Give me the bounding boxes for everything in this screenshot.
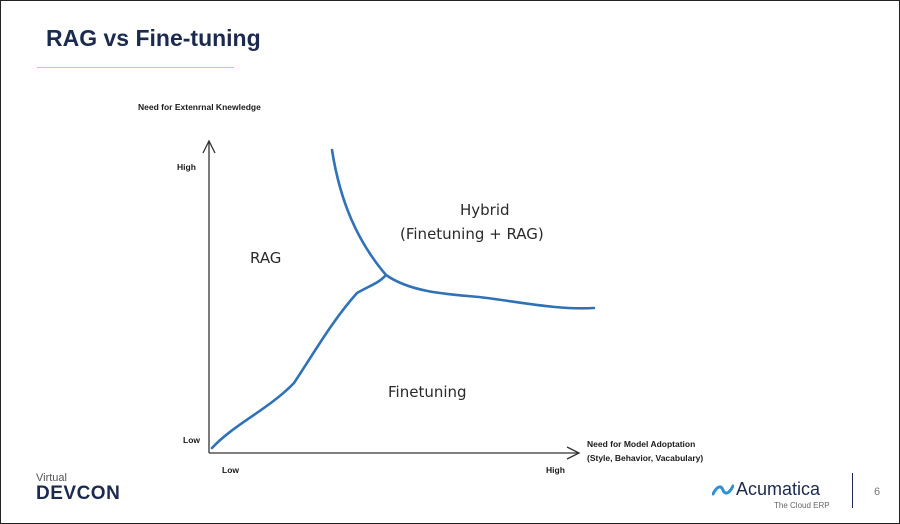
brand-name: Acumatica <box>736 479 821 499</box>
region-label-hybrid-detail: (Finetuning + RAG) <box>400 225 544 243</box>
y-axis-low-label: Low <box>183 435 200 445</box>
region-label-rag: RAG <box>250 249 281 267</box>
region-label-hybrid: Hybrid <box>460 201 510 219</box>
x-axis-title-line1: Need for Model Adoptation <box>587 439 695 449</box>
slide-title: RAG vs Fine-tuning <box>46 25 261 51</box>
boundary-curve-lower <box>210 273 388 450</box>
y-axis-high-label: High <box>177 162 196 172</box>
y-axis-title: Need for Extenrnal Knewledge <box>138 102 261 112</box>
title-underline <box>37 67 234 68</box>
x-axis-high-label: High <box>546 465 565 475</box>
event-logo: DEVCON <box>36 483 121 504</box>
y-axis-arrowhead <box>202 139 216 154</box>
brand-tagline: The Cloud ERP <box>774 501 830 510</box>
event-prefix: Virtual <box>36 472 67 484</box>
boundary-curve-upper <box>330 148 388 277</box>
page-number: 6 <box>874 486 881 498</box>
boundary-curve-right <box>384 273 596 310</box>
footer-divider <box>852 473 853 508</box>
region-label-finetuning: Finetuning <box>388 383 467 401</box>
x-axis-title-line2: (Style, Behavior, Vacabulary) <box>587 453 703 463</box>
x-axis-arrowhead <box>566 446 581 460</box>
x-axis-low-label: Low <box>222 465 239 475</box>
acumatica-logo-icon <box>712 484 734 496</box>
